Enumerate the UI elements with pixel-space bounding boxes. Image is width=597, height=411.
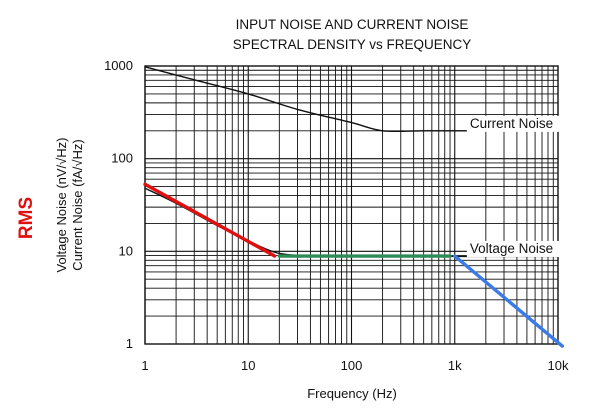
y-axis-label-voltage: Voltage Noise (nV/√Hz): [54, 137, 69, 272]
series-annotations: Current Noise Voltage Noise: [466, 115, 569, 257]
highlight-overlays: [143, 182, 564, 348]
plot-frame: [144, 65, 559, 345]
x-tick-label: 1: [141, 358, 148, 373]
grid: [144, 65, 559, 345]
annotation-background: [466, 115, 569, 132]
rms-label: RMS: [16, 197, 37, 239]
x-tick-label: 10: [241, 358, 255, 373]
highlight-overlay-2: [453, 254, 564, 348]
annotation-background: [466, 240, 569, 257]
y-tick-label: 100: [111, 151, 133, 166]
x-axis-label: Frequency (Hz): [307, 386, 397, 401]
annotation-current-noise: Current Noise: [470, 116, 553, 131]
chart-title-line-2: SPECTRAL DENSITY vs FREQUENCY: [233, 37, 472, 52]
y-tick-label: 10: [119, 243, 133, 258]
y-tick-label: 1000: [104, 58, 133, 73]
annotation-voltage-noise: Voltage Noise: [470, 241, 553, 256]
tick-labels: 1 10 100 1k 10k 1 10 100 1000: [104, 58, 569, 373]
y-tick-label: 1: [126, 336, 133, 351]
x-tick-label: 10k: [548, 358, 569, 373]
chart-title-line-1: INPUT NOISE AND CURRENT NOISE: [236, 17, 469, 32]
x-tick-label: 100: [341, 358, 363, 373]
series-line-current-noise: [144, 66, 558, 133]
x-tick-label: 1k: [448, 358, 462, 373]
y-axis-label-current: Current Noise (fA/√Hz): [70, 139, 85, 270]
highlight-overlay-0: [143, 182, 277, 258]
